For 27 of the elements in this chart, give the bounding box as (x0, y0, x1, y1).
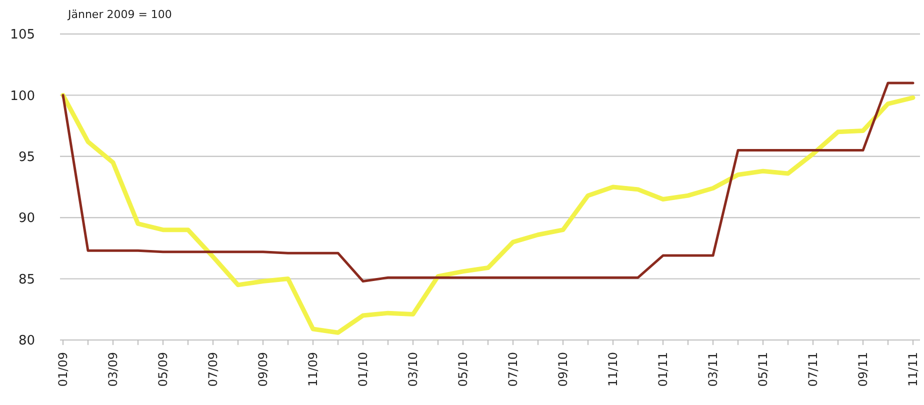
x-tick-label: 07/10 (506, 352, 520, 387)
y-tick-label: 80 (18, 334, 35, 349)
y-tick-label: 90 (18, 211, 35, 226)
text: Jänner 2009 = 100 (67, 8, 172, 21)
x-tick-label: 03/09 (106, 352, 120, 387)
line-series (62, 82, 914, 282)
x-tick-label: 09/10 (556, 352, 570, 387)
y-tick-label: 95 (18, 150, 35, 165)
x-tick-label: 03/11 (706, 352, 720, 387)
x-tick-label: 01/10 (356, 352, 370, 387)
x-tick-label: 09/09 (256, 352, 270, 387)
x-tick-label: 01/09 (56, 352, 70, 387)
x-tick-label: 07/11 (806, 352, 820, 387)
y-tick-label: 85 (18, 272, 35, 288)
x-tick-label: 11/09 (306, 352, 320, 387)
y-tick-label: 100 (10, 88, 35, 104)
x-tick-label: 05/09 (156, 352, 170, 387)
x-tick-label: 11/11 (906, 352, 920, 387)
x-tick-label: 11/10 (606, 352, 620, 387)
x-tick-label: 03/10 (406, 352, 420, 387)
x-tick-label: 01/11 (656, 352, 670, 387)
x-tick-label: 05/11 (756, 352, 770, 387)
x-tick-label: 05/10 (456, 352, 470, 387)
line-series (60, 92, 916, 335)
x-tick-label: 09/11 (856, 352, 870, 387)
y-tick-label: 105 (10, 28, 35, 43)
x-tick-label: 07/09 (206, 352, 220, 387)
